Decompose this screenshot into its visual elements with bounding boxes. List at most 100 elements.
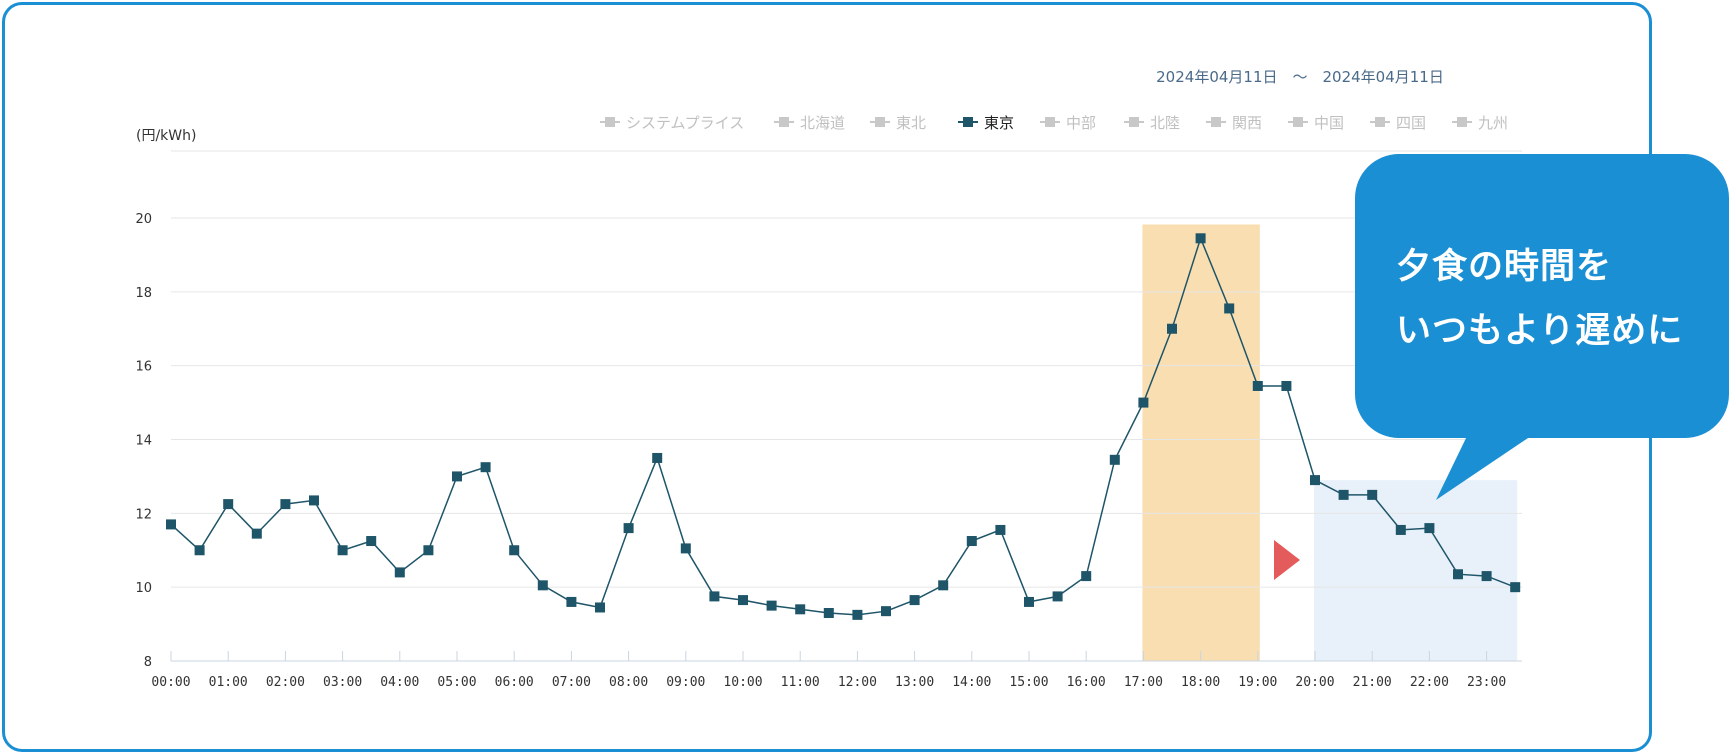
x-tick-label: 08:00 <box>609 675 648 690</box>
data-point[interactable] <box>194 545 205 556</box>
data-point[interactable] <box>680 543 691 554</box>
data-point[interactable] <box>337 545 348 556</box>
x-tick-label: 04:00 <box>380 675 419 690</box>
legend-item[interactable]: 関西 <box>1206 114 1262 132</box>
legend-item[interactable]: 四国 <box>1370 114 1426 132</box>
data-point[interactable] <box>1453 569 1463 580</box>
data-point[interactable] <box>423 545 434 556</box>
series-line-tokyo <box>170 236 1516 616</box>
data-point[interactable] <box>966 536 977 547</box>
data-point[interactable] <box>1109 454 1120 465</box>
data-point[interactable] <box>709 591 720 602</box>
legend-label: 関西 <box>1232 114 1262 132</box>
y-axis-label: (円/kWh) <box>136 128 196 144</box>
x-tick-label: 14:00 <box>952 675 991 690</box>
x-tick-label: 17:00 <box>1124 675 1163 690</box>
data-point[interactable] <box>366 536 377 547</box>
data-point[interactable] <box>452 471 462 482</box>
legend-item[interactable]: 東北 <box>870 114 926 132</box>
data-point[interactable] <box>1224 303 1235 314</box>
data-point[interactable] <box>1481 571 1492 582</box>
data-point[interactable] <box>881 606 891 617</box>
data-point[interactable] <box>738 595 748 606</box>
data-point[interactable] <box>280 499 291 510</box>
y-tick-label: 12 <box>135 507 152 522</box>
x-tick-label: 02:00 <box>266 675 305 690</box>
data-point[interactable] <box>1310 475 1320 486</box>
data-point[interactable] <box>166 519 176 530</box>
legend-item[interactable]: 中部 <box>1040 114 1096 132</box>
y-tick-label: 16 <box>135 360 152 375</box>
data-point[interactable] <box>251 528 262 539</box>
data-point[interactable] <box>1424 523 1435 534</box>
data-point[interactable] <box>823 608 834 619</box>
x-tick-label: 18:00 <box>1181 675 1220 690</box>
y-tick-label: 14 <box>135 434 152 449</box>
x-tick-label: 09:00 <box>666 675 705 690</box>
legend-item[interactable]: 北陸 <box>1124 114 1180 132</box>
legend-item[interactable]: 北海道 <box>774 114 845 132</box>
x-tick-label: 10:00 <box>723 675 762 690</box>
data-point[interactable] <box>995 524 1006 535</box>
x-tick-label: 12:00 <box>838 675 877 690</box>
x-tick-label: 13:00 <box>895 675 934 690</box>
data-point[interactable] <box>852 609 863 620</box>
x-tick-label: 20:00 <box>1295 675 1334 690</box>
data-point[interactable] <box>1024 596 1034 607</box>
series-point-layer <box>166 233 1521 620</box>
arrow-layer <box>1274 540 1300 580</box>
data-point[interactable] <box>766 600 777 611</box>
data-point[interactable] <box>1052 591 1063 602</box>
legend-item[interactable]: システムプライス <box>600 114 744 132</box>
x-tick-label: 07:00 <box>552 675 591 690</box>
legend[interactable]: システムプライス 北海道 東北 東京 中部 北陸 関西 中国 四国 九州 <box>600 114 1508 132</box>
y-tick-label: 20 <box>135 212 152 227</box>
data-point[interactable] <box>1167 323 1177 334</box>
data-point[interactable] <box>595 602 605 613</box>
legend-marker <box>1293 117 1303 127</box>
legend-item[interactable]: 東京 <box>958 114 1014 132</box>
legend-marker <box>1045 117 1055 127</box>
date-range[interactable]: 2024年04月11日 ～ 2024年04月11日 <box>1156 68 1444 86</box>
legend-item[interactable]: 九州 <box>1452 114 1508 132</box>
data-point[interactable] <box>652 452 663 463</box>
data-point[interactable] <box>1281 380 1292 391</box>
data-point[interactable] <box>309 495 319 506</box>
legend-label: 中部 <box>1066 114 1096 132</box>
data-point[interactable] <box>509 545 520 556</box>
data-point[interactable] <box>938 580 949 591</box>
highlight-layer <box>1142 224 1518 662</box>
data-point[interactable] <box>1367 489 1378 500</box>
legend-marker <box>875 117 885 127</box>
data-point[interactable] <box>1510 582 1521 593</box>
y-tick-label: 18 <box>135 286 152 301</box>
data-point[interactable] <box>909 595 920 606</box>
x-tick-label: 21:00 <box>1353 675 1392 690</box>
data-point[interactable] <box>1395 524 1406 535</box>
data-point[interactable] <box>1138 397 1149 408</box>
data-point[interactable] <box>566 596 577 607</box>
x-tick-label: 22:00 <box>1410 675 1449 690</box>
legend-label: 北陸 <box>1150 114 1180 132</box>
legend-label: 中国 <box>1314 114 1344 132</box>
data-point[interactable] <box>394 567 405 578</box>
x-tick-label: 06:00 <box>495 675 534 690</box>
data-point[interactable] <box>1252 380 1263 391</box>
legend-marker <box>605 117 615 127</box>
data-point[interactable] <box>480 462 491 473</box>
legend-marker <box>779 117 789 127</box>
legend-item[interactable]: 中国 <box>1288 114 1344 132</box>
x-tick-label: 01:00 <box>209 675 248 690</box>
data-point[interactable] <box>1338 489 1349 500</box>
data-point[interactable] <box>1195 233 1206 244</box>
legend-label: 九州 <box>1478 114 1508 132</box>
data-point[interactable] <box>1081 571 1092 582</box>
data-point[interactable] <box>537 580 548 591</box>
series-line-layer <box>170 236 1516 616</box>
data-point[interactable] <box>223 499 234 510</box>
data-point[interactable] <box>795 604 806 615</box>
data-point[interactable] <box>623 523 634 534</box>
x-tick-label: 05:00 <box>437 675 476 690</box>
